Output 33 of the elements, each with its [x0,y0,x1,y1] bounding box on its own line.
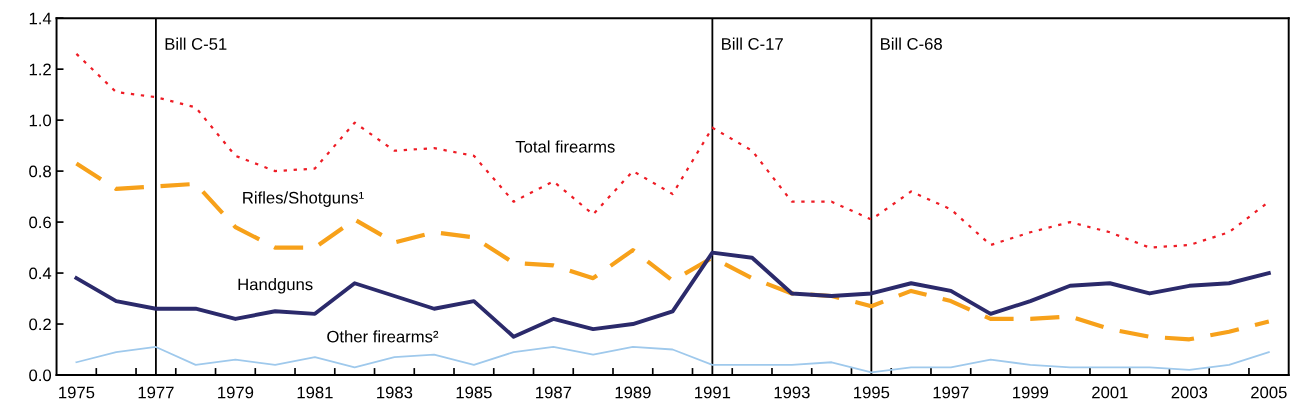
x-tick-label: 2005 [1251,386,1287,399]
y-tick-label: 1.0 [29,114,52,127]
x-tick-label: 1975 [59,386,95,399]
x-tick-label: 1995 [854,386,890,399]
series-label: Handguns [238,278,313,294]
x-tick-label: 1983 [377,386,413,399]
y-tick-label: 1.2 [29,63,51,76]
x-tick-label: 1989 [615,386,651,399]
series-label: Other firearms² [327,330,439,343]
x-tick-label: 1977 [138,386,174,399]
y-tick-label: 0.0 [29,369,52,382]
y-tick-label: 1.4 [29,12,52,25]
line-series [74,161,1271,342]
y-tick-label: 0.8 [29,165,51,178]
series-label: Total firearms [515,140,615,153]
x-tick-label: 1987 [536,386,572,399]
ref-line-label: Bill C-51 [165,37,227,50]
x-tick-label: 1997 [933,386,969,399]
ref-line-label: Bill C-17 [722,37,783,50]
x-tick-label: 2003 [1171,386,1208,399]
ref-line-label: Bill C-68 [881,37,942,50]
line-series [75,346,1270,374]
y-tick-label: 0.2 [29,318,51,331]
x-tick-label: 1979 [218,386,254,399]
x-tick-label: 1999 [1013,386,1049,399]
y-tick-label: 0.4 [29,267,52,280]
x-tick-label: 2001 [1092,386,1128,399]
x-tick-label: 1991 [695,386,731,399]
x-tick-label: 1993 [774,386,810,399]
y-tick-label: 0.6 [29,216,51,229]
series-label: Rifles/Shotguns¹ [243,191,364,207]
x-tick-label: 1981 [297,386,333,399]
x-tick-label: 1985 [456,386,492,399]
